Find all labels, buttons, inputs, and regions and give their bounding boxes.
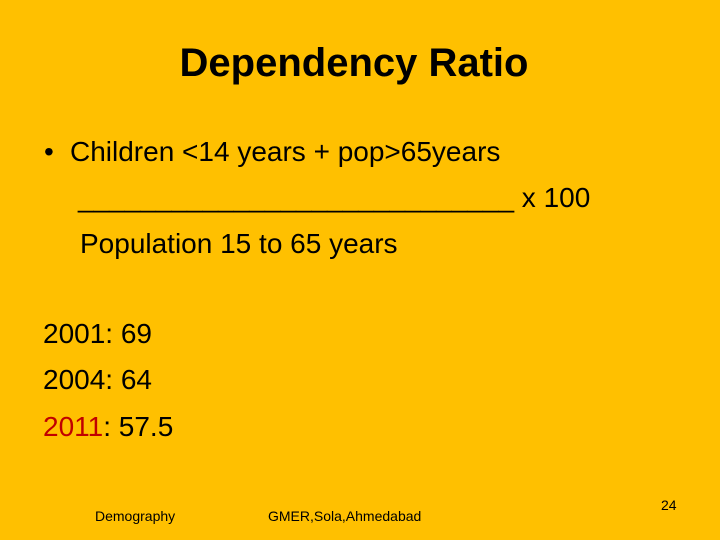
stat-value: 57.5 <box>118 411 174 442</box>
slide-title: Dependency Ratio <box>179 41 529 85</box>
stat-year-highlighted: 2011 <box>43 411 104 442</box>
formula-fraction-line: ____________________________ x 100 <box>78 180 590 216</box>
bullet-dot: • <box>44 136 54 167</box>
formula-numerator-line: • Children <14 years + pop>65years <box>44 134 500 170</box>
fraction-bar: ____________________________ <box>78 182 515 213</box>
formula-multiplier: x 100 <box>514 182 591 213</box>
footer-center-text: GMER,Sola,Ahmedabad <box>268 508 422 524</box>
stat-row-2004: 2004: 64 <box>43 362 152 398</box>
stat-year: 2004 <box>43 364 106 395</box>
stat-row-2001: 2001: 69 <box>43 316 152 352</box>
footer-left-text: Demography <box>95 508 176 524</box>
stat-value: 69 <box>120 318 153 349</box>
stat-year: 2001 <box>43 318 106 349</box>
stat-value: 64 <box>120 364 153 395</box>
stat-separator: : <box>105 364 121 395</box>
stat-separator: : <box>103 411 119 442</box>
stat-separator: : <box>105 318 121 349</box>
formula-numerator: Children <14 years + pop>65years <box>70 136 501 167</box>
stat-row-2011: 2011: 57.5 <box>43 409 173 445</box>
formula-denominator: Population 15 to 65 years <box>80 228 398 259</box>
page-number: 24 <box>661 497 677 513</box>
